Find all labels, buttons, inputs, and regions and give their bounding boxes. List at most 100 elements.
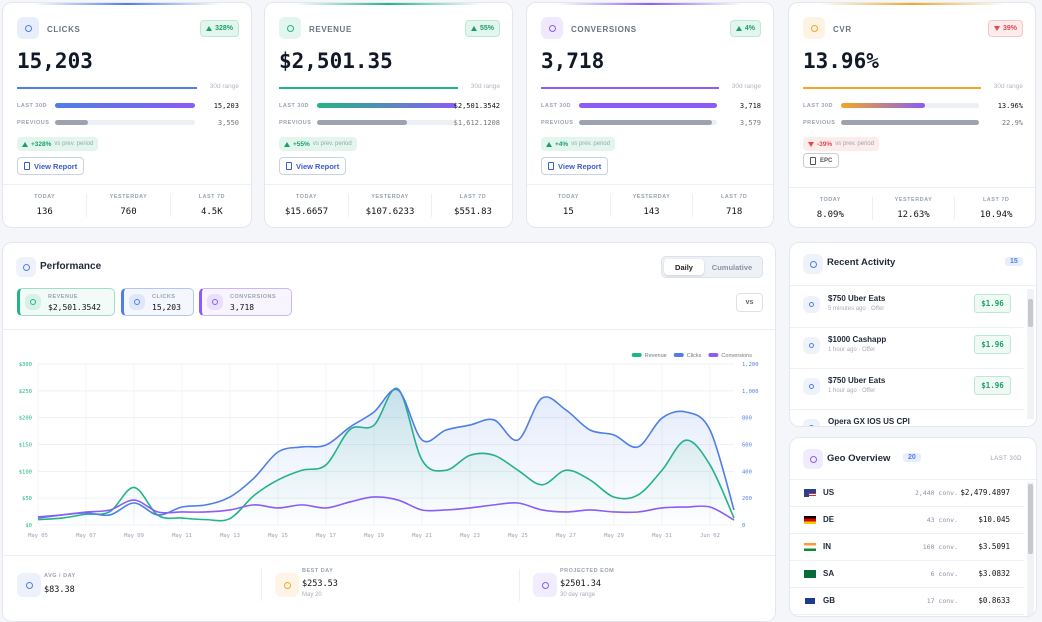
change-note: vs prev. period [835,141,875,147]
chip-label: REVENUE [48,294,79,300]
country-code: DE [823,515,835,524]
stat-label: LAST 7D [198,194,226,200]
stat-value: $107.6233 [365,207,415,217]
scrollbar [1027,289,1034,419]
bar-value: $2,501.3542 [453,102,500,110]
divider [3,329,775,330]
kpi-badge: 55% [464,20,500,37]
item-amount[interactable]: $1.96 [974,335,1011,354]
compare-button[interactable]: vs [736,293,763,312]
divider [3,555,775,556]
x-tick-label: May 13 [220,533,240,539]
range-label: 30d range [209,83,239,90]
geo-count: 20 [903,453,921,462]
report-button[interactable]: View Report [279,157,347,175]
toggle-option[interactable]: Cumulative [711,262,753,272]
stat: TODAY 136 [3,194,86,217]
item-amount[interactable]: $1.96 [974,376,1011,395]
flag [804,597,816,605]
icon-glyph [30,299,36,305]
stat: LAST 7D 718 [692,194,773,217]
button-text: EPC [820,157,833,164]
icon-glyph [283,581,291,589]
change-text: -39% [817,140,833,148]
flag [804,543,816,551]
geo-title: Geo Overview [827,453,891,464]
stat: YESTERDAY 12.63% [871,197,955,220]
geo-card: Geo Overview 20 LAST 30D US 2,440 conv. $2,47… [789,437,1037,617]
divider [790,327,1024,328]
performance-title: Performance [40,261,102,272]
kpi-icon [803,17,825,39]
activity-title: Recent Activity [827,257,896,268]
bar-label: LAST 30D [541,103,571,109]
stat-value: 143 [643,207,660,217]
badge-text: 55% [479,25,494,32]
metric-chip[interactable]: REVENUE $2,501.3542 [17,288,115,316]
stat: LAST 7D 10.94% [954,197,1035,220]
x-tick-label: May 31 [652,533,672,539]
country-value: $3.0832 [978,569,1010,578]
item-amount[interactable]: $1.96 [974,294,1011,313]
item-icon [803,337,820,354]
stat-label: LAST 7D [720,194,748,200]
report-button[interactable]: View Report [541,157,609,175]
footer-sub: 30 day range [560,592,596,598]
button-icon [286,162,292,170]
stat-label: TODAY [557,194,579,200]
legend-label: Conversions [721,353,752,359]
metric-chip[interactable]: CLICKS 15,203 [121,288,194,316]
change-pill: +4% vs prev. period [541,137,616,151]
icon-glyph [22,263,30,271]
chip-value: 3,718 [230,303,255,312]
stat-value: 760 [120,207,137,217]
bar-label: PREVIOUS [803,120,836,126]
metric-chip[interactable]: CONVERSIONS 3,718 [199,288,292,316]
bar-fill [55,120,88,125]
trend-arrow [808,141,814,147]
country-conv: 160 conv. [922,543,958,551]
stat-label: TODAY [819,197,841,203]
country-conv: 2,440 conv. [914,489,958,497]
toggle-option[interactable]: Daily [664,259,704,275]
performance-chart: $0 $50 $100 $150 $200 $250 $300 0 200 400 600 800 1,… [19,353,759,539]
divider [789,187,1035,188]
kpi-value: 3,718 [541,49,605,73]
x-tick-label: May 07 [76,533,96,539]
y-tick-label: $250 [19,389,32,395]
y-tick-label: $0 [25,523,32,529]
chip-label: CLICKS [152,294,176,300]
activity-count: 15 [1005,257,1023,266]
stat: TODAY 8.09% [789,197,872,220]
trend-arrow [993,26,1000,31]
stat: YESTERDAY 760 [86,194,169,217]
line [37,496,735,521]
bar-label: LAST 30D [17,103,47,109]
divider [790,506,1024,507]
accent-top [295,3,482,5]
legend-swatch [631,353,642,357]
country-conv: 6 conv. [930,570,958,578]
x-tick-label: May 27 [556,533,576,539]
stat-value: 12.63% [897,210,930,220]
bar-value: 22.9% [1001,119,1023,127]
trend-arrow [206,26,213,31]
country-conv: 17 conv. [926,597,958,605]
bar-fill [841,103,926,108]
item-meta: 1 hour ago · Offer [828,347,876,353]
kpi-value: 13.96% [803,49,879,73]
report-button[interactable]: View Report [17,157,85,175]
bar-fill [317,103,456,108]
trend-arrow [735,26,742,31]
change-note: vs prev. period [312,141,352,147]
stat: TODAY 15 [527,194,610,217]
item-meta: 5 minutes ago · Offer [828,306,885,312]
country-code: SA [823,569,835,578]
stat: TODAY $15.6657 [265,194,348,217]
report-button[interactable]: EPC [803,153,840,168]
area [38,389,734,525]
footer-icon [533,573,557,597]
change-text: +55% [293,140,310,148]
y2-tick-label: 200 [742,496,752,502]
country-conv: 43 conv. [926,516,958,524]
